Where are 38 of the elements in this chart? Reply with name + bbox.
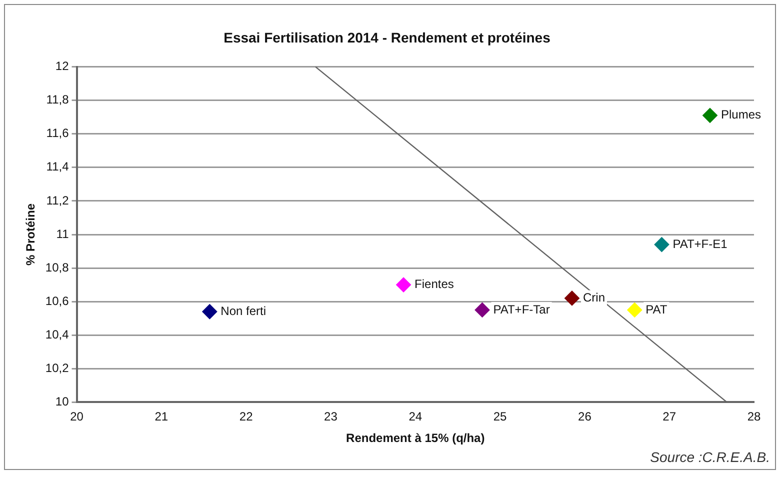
point [202, 304, 218, 320]
series-label: PAT+F-Tar [493, 302, 550, 316]
x-axis-title: Rendement à 15% (q/ha) [346, 431, 485, 446]
y-tick-label: 10,2 [45, 360, 70, 375]
y-tick-label: 10,6 [45, 294, 70, 308]
y-tick-label: 11,4 [46, 160, 70, 174]
y-tick-label: 11,8 [46, 92, 70, 107]
x-tick-label: 27 [662, 410, 676, 424]
x-tick-label: 23 [324, 410, 338, 424]
x-tick-label: 20 [70, 410, 84, 424]
chart-title: Essai Fertilisation 2014 - Rendement et protéines [224, 29, 551, 46]
x-tick-label: 24 [408, 410, 422, 424]
x-tick-label: 21 [154, 410, 168, 424]
series-label: PAT+F-E1 [672, 236, 728, 251]
y-tick-label: 10 [55, 394, 70, 409]
point [474, 302, 490, 318]
y-tick-label: 10,8 [45, 260, 70, 274]
series-label: Plumes [720, 108, 761, 122]
x-tick-label: 28 [747, 410, 761, 424]
y-tick-label: 10,4 [45, 327, 70, 342]
series-label: Crin [582, 290, 606, 305]
y-tick-label: 12 [55, 59, 70, 74]
source-note: Source :C.R.E.A.B. [650, 449, 770, 465]
point [564, 290, 580, 306]
y-tick-label: 11,6 [46, 126, 70, 140]
x-tick-label: 22 [239, 410, 254, 424]
y-axis-title: % Protéine [24, 203, 38, 266]
x-tick-label: 25 [493, 410, 508, 424]
x-tick-label: 26 [578, 410, 592, 424]
point [702, 108, 718, 123]
series-label: PAT [646, 302, 668, 316]
series-label: Fientes [414, 277, 454, 292]
y-tick-label: 11 [56, 226, 70, 241]
series-label: Non ferti [220, 304, 266, 318]
point [654, 237, 670, 252]
point [396, 277, 412, 292]
y-tick-label: 11,2 [46, 193, 70, 208]
point [627, 302, 642, 318]
